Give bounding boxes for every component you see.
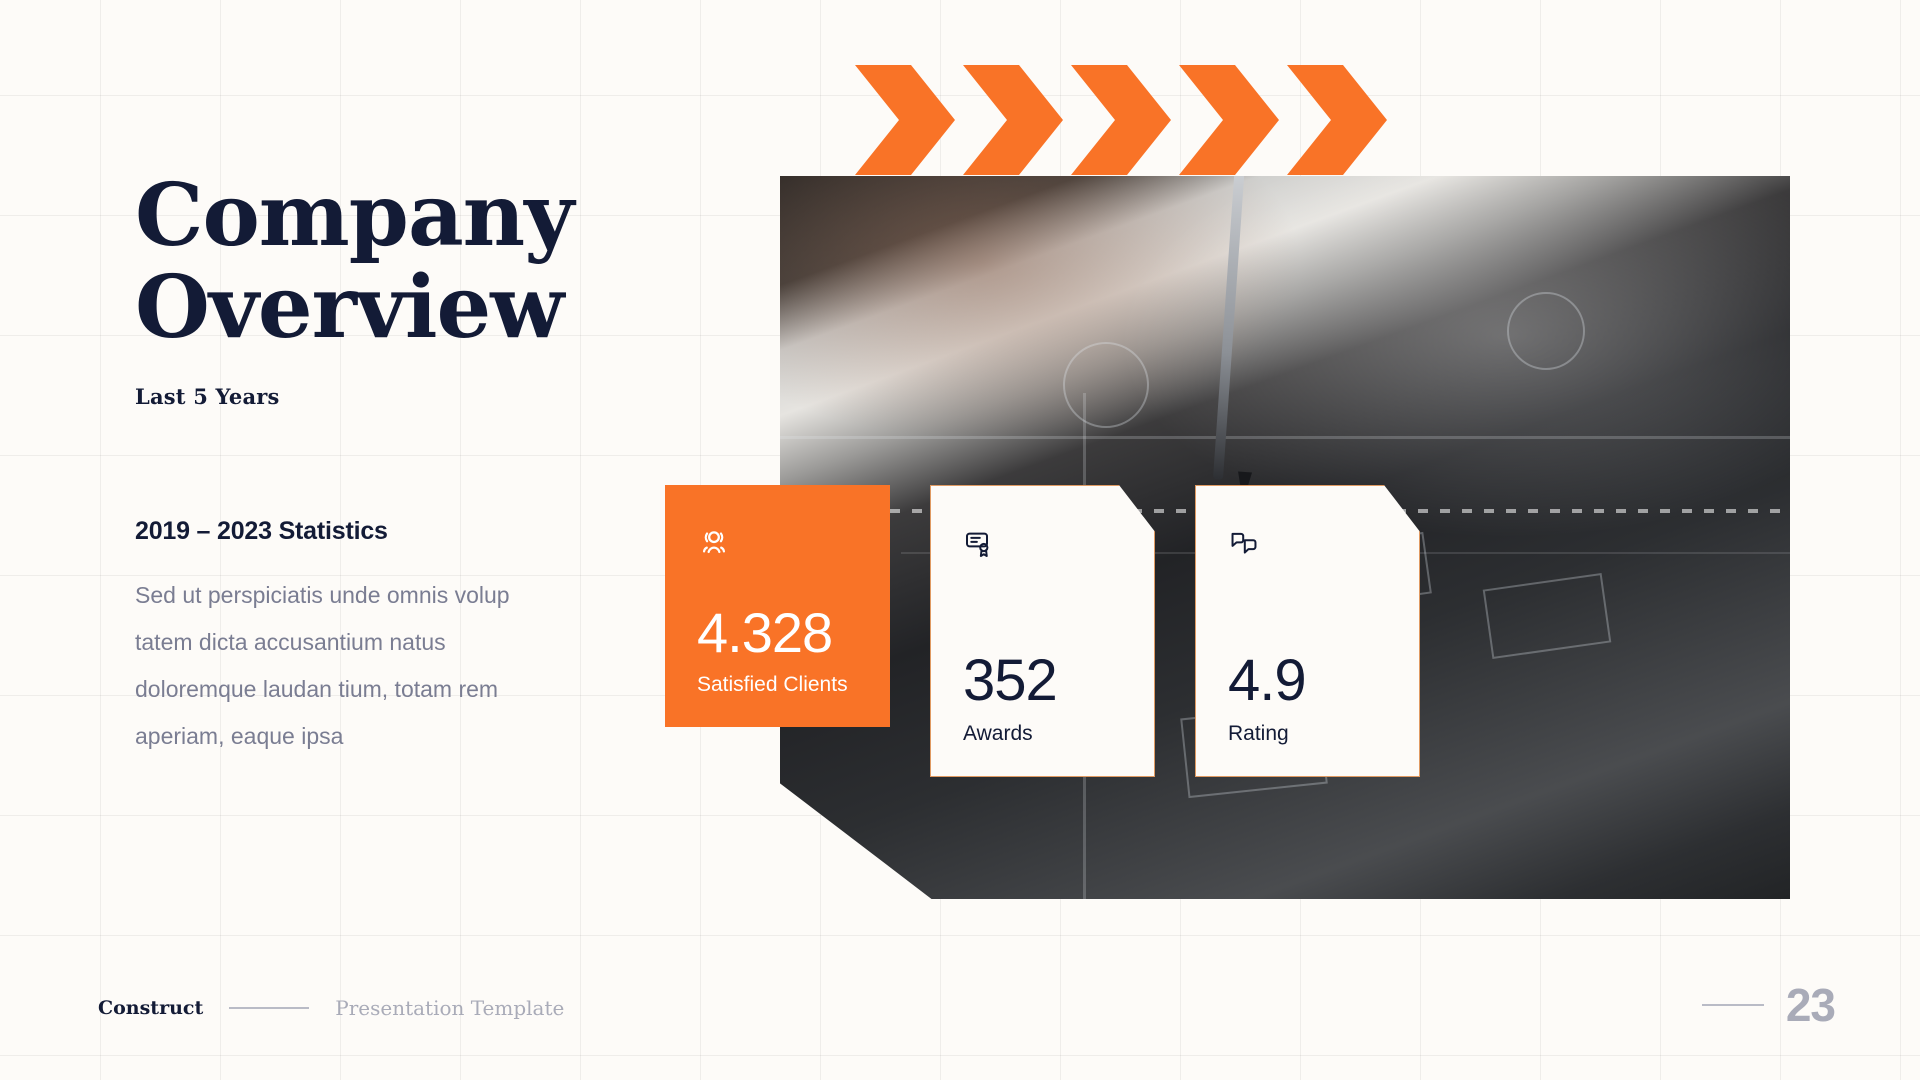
slide-subtitle: Last 5 Years [135,384,280,410]
card-spacer [963,570,1122,652]
footer-divider [229,1007,310,1009]
body-paragraph: Sed ut perspiciatis unde omnis volup tat… [135,582,510,750]
stat-label: Awards [963,722,1033,745]
chevron-icon [963,65,1063,175]
stat-value: 4.328 [697,601,833,664]
stat-card-awards[interactable]: 352 Awards [930,485,1155,777]
statistics-heading: 2019 – 2023 Statistics [135,517,388,546]
blueprint-line [780,436,1790,440]
left-content-column: Company Overview Last 5 Years 2019 – 202… [135,165,574,760]
footer-caption: Presentation Template [335,996,565,1020]
stat-label: Satisfied Clients [697,673,848,696]
blueprint-circle [1507,291,1586,370]
blueprint-rect [1482,572,1612,659]
footer: Construct Presentation Template [98,996,564,1020]
stat-card-group: 4.328 Satisfied Clients 352 Awards [665,485,1420,777]
pager-divider [1701,1004,1764,1006]
users-group-icon [697,527,858,569]
chevron-decoration [855,65,1387,175]
page-number: 23 [1785,979,1836,1031]
stat-value: 4.9 [1228,648,1307,713]
chevron-icon [1071,65,1171,175]
visual-area: 4.328 Satisfied Clients 352 Awards [665,60,1790,900]
chevron-icon [1179,65,1279,175]
chevron-icon [1287,65,1387,175]
stat-value: 352 [963,648,1058,713]
stat-card-satisfied-clients[interactable]: 4.328 Satisfied Clients [665,485,890,727]
blueprint-circle [1062,342,1149,429]
brand-name: Construct [98,997,204,1019]
card-spacer [697,569,858,605]
certificate-award-icon [963,528,1122,570]
chat-bubbles-icon [1228,528,1387,570]
stylus-pen [1213,176,1246,480]
chevron-icon [855,65,955,175]
page-indicator: 23 [1701,978,1836,1032]
page-title: Company Overview [135,165,574,359]
stat-card-rating[interactable]: 4.9 Rating [1195,485,1420,777]
stat-label: Rating [1228,722,1289,745]
card-spacer [1228,570,1387,652]
